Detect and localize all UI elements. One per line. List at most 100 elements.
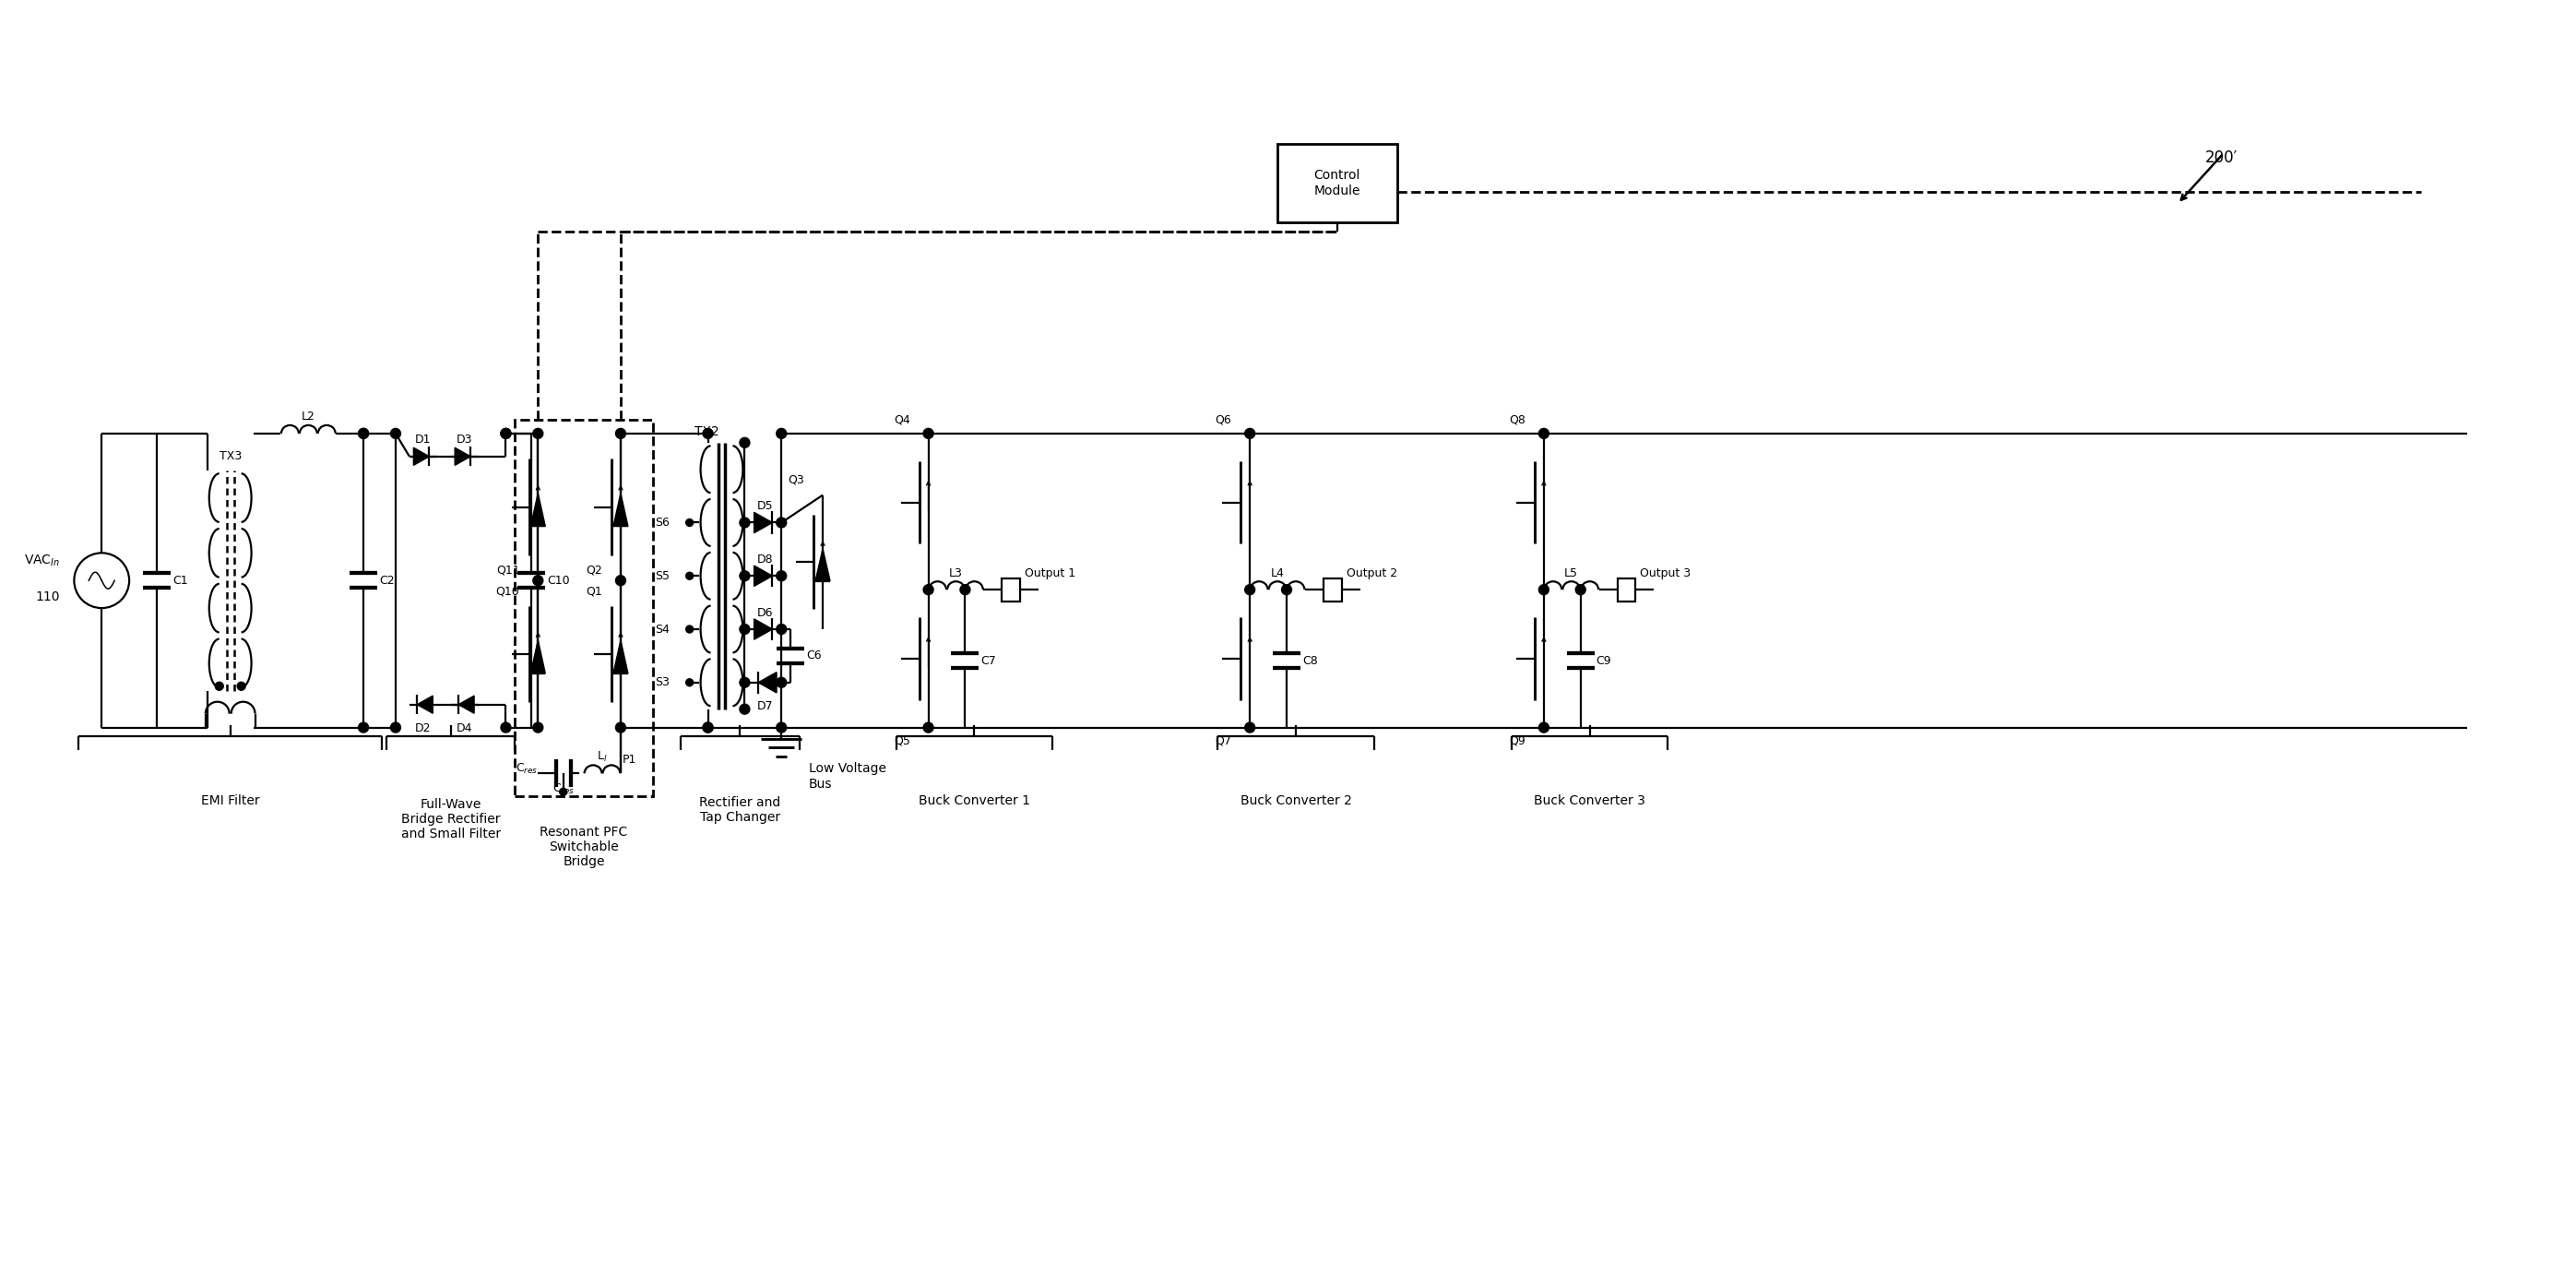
- Text: C$_{res}$: C$_{res}$: [515, 762, 538, 775]
- Circle shape: [922, 722, 933, 733]
- Text: S6: S6: [654, 517, 670, 529]
- Circle shape: [685, 519, 693, 527]
- Text: Control
Module: Control Module: [1314, 169, 1360, 197]
- Text: TX2: TX2: [693, 426, 719, 438]
- Circle shape: [1577, 585, 1587, 595]
- Polygon shape: [757, 672, 775, 693]
- Circle shape: [685, 678, 693, 686]
- Text: L3: L3: [948, 567, 963, 580]
- Polygon shape: [755, 619, 773, 639]
- FancyBboxPatch shape: [1278, 144, 1396, 222]
- Circle shape: [533, 576, 544, 586]
- Text: Low Voltage
Bus: Low Voltage Bus: [809, 763, 886, 791]
- Polygon shape: [817, 548, 829, 581]
- Polygon shape: [417, 696, 433, 714]
- Circle shape: [533, 428, 544, 438]
- Circle shape: [775, 571, 786, 581]
- Text: C9: C9: [1597, 655, 1613, 667]
- Circle shape: [775, 722, 786, 733]
- Text: L$_{l}$: L$_{l}$: [598, 750, 608, 764]
- Circle shape: [1538, 722, 1548, 733]
- Text: D1: D1: [415, 434, 430, 446]
- Text: D5: D5: [757, 500, 773, 512]
- Text: Output 3: Output 3: [1641, 567, 1690, 580]
- Text: C10: C10: [546, 575, 569, 586]
- Circle shape: [75, 553, 129, 608]
- Circle shape: [616, 576, 626, 586]
- Text: S5: S5: [654, 570, 670, 582]
- Text: Q8: Q8: [1510, 414, 1525, 426]
- Circle shape: [739, 518, 750, 528]
- Circle shape: [358, 722, 368, 733]
- Polygon shape: [459, 696, 474, 714]
- Bar: [1324, 578, 1342, 601]
- Circle shape: [739, 703, 750, 714]
- Text: C6: C6: [806, 650, 822, 662]
- Circle shape: [739, 571, 750, 581]
- Circle shape: [685, 572, 693, 580]
- Circle shape: [1244, 428, 1255, 438]
- Text: C1: C1: [173, 575, 188, 586]
- Text: Q6: Q6: [1216, 414, 1231, 426]
- Circle shape: [739, 437, 750, 448]
- Bar: [1002, 578, 1020, 601]
- Text: D2: D2: [415, 722, 430, 734]
- Circle shape: [500, 428, 510, 438]
- Circle shape: [1538, 428, 1548, 438]
- Text: S3: S3: [654, 677, 670, 688]
- Text: D7: D7: [757, 701, 773, 712]
- Circle shape: [703, 428, 714, 438]
- Circle shape: [922, 428, 933, 438]
- Text: Q4: Q4: [894, 414, 909, 426]
- Circle shape: [739, 624, 750, 634]
- Circle shape: [775, 428, 786, 438]
- Text: EMI Filter: EMI Filter: [201, 794, 260, 807]
- Circle shape: [961, 585, 971, 595]
- Text: Q1: Q1: [585, 585, 603, 597]
- Text: Output 1: Output 1: [1025, 567, 1077, 580]
- Circle shape: [216, 682, 224, 691]
- Text: Rectifier and
Tap Changer: Rectifier and Tap Changer: [698, 796, 781, 825]
- Text: TX3: TX3: [219, 451, 242, 462]
- Text: Buck Converter 2: Buck Converter 2: [1239, 794, 1352, 807]
- Circle shape: [237, 682, 245, 691]
- Text: L2: L2: [301, 410, 314, 423]
- Text: Q10: Q10: [495, 585, 520, 597]
- Circle shape: [775, 624, 786, 634]
- Circle shape: [739, 677, 750, 687]
- Circle shape: [1538, 585, 1548, 595]
- Polygon shape: [613, 640, 629, 673]
- Polygon shape: [531, 640, 546, 673]
- Circle shape: [500, 428, 510, 438]
- Circle shape: [1283, 585, 1291, 595]
- Circle shape: [703, 722, 714, 733]
- Text: Q7: Q7: [1216, 735, 1231, 746]
- Circle shape: [392, 428, 402, 438]
- Text: Q11: Q11: [497, 563, 520, 576]
- Bar: [515, 419, 652, 797]
- Circle shape: [775, 518, 786, 528]
- Bar: [1618, 578, 1636, 601]
- Text: Output 2: Output 2: [1347, 567, 1396, 580]
- Text: 200′: 200′: [2205, 149, 2239, 167]
- Text: Resonant PFC
Switchable
Bridge: Resonant PFC Switchable Bridge: [541, 826, 629, 869]
- Text: Full-Wave
Bridge Rectifier
and Small Filter: Full-Wave Bridge Rectifier and Small Fil…: [402, 798, 500, 841]
- Circle shape: [616, 722, 626, 733]
- Text: S4: S4: [654, 623, 670, 635]
- Text: Q9: Q9: [1510, 735, 1525, 746]
- Text: C8: C8: [1303, 655, 1319, 667]
- Polygon shape: [755, 566, 773, 586]
- Text: D8: D8: [757, 553, 773, 566]
- Circle shape: [500, 722, 510, 733]
- Polygon shape: [755, 513, 773, 533]
- Circle shape: [922, 585, 933, 595]
- Polygon shape: [415, 447, 430, 465]
- Text: Q3: Q3: [788, 474, 804, 486]
- Circle shape: [685, 625, 693, 633]
- Polygon shape: [613, 494, 629, 527]
- Text: Buck Converter 1: Buck Converter 1: [920, 794, 1030, 807]
- Text: P1: P1: [623, 754, 636, 765]
- Circle shape: [775, 677, 786, 687]
- Text: L4: L4: [1270, 567, 1285, 580]
- Text: L5: L5: [1564, 567, 1579, 580]
